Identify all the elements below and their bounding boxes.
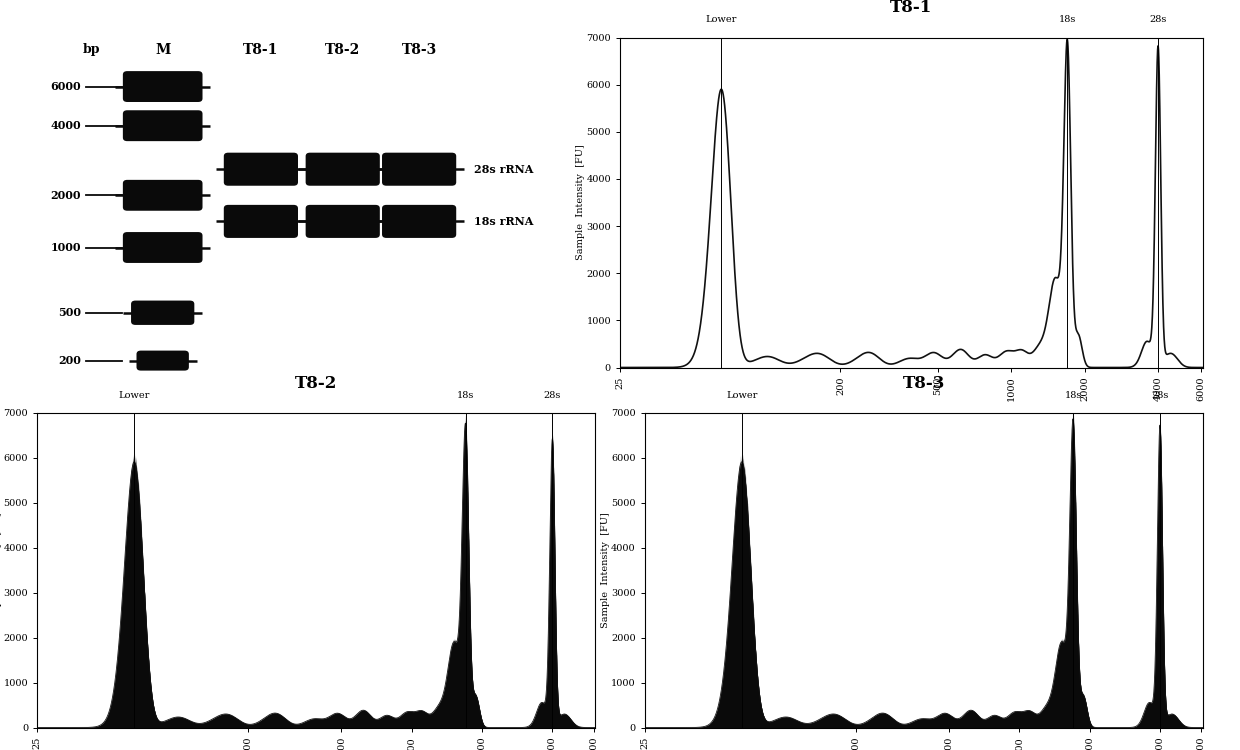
Text: Lower: Lower	[706, 15, 737, 24]
Title: T8-1: T8-1	[890, 0, 932, 16]
FancyBboxPatch shape	[123, 232, 202, 263]
FancyBboxPatch shape	[305, 205, 379, 238]
Text: T8-1: T8-1	[243, 43, 279, 57]
Text: bp: bp	[83, 43, 100, 56]
FancyBboxPatch shape	[223, 205, 298, 238]
FancyBboxPatch shape	[120, 498, 206, 522]
Text: 18s rRNA: 18s rRNA	[474, 216, 533, 227]
Text: 25: 25	[66, 505, 81, 515]
Text: 18s: 18s	[456, 391, 474, 400]
Text: T8-3: T8-3	[402, 43, 436, 57]
Text: 28s rRNA: 28s rRNA	[474, 164, 533, 175]
FancyBboxPatch shape	[377, 498, 461, 522]
Text: Lower: Lower	[119, 391, 150, 400]
FancyBboxPatch shape	[305, 153, 379, 186]
Text: 18s: 18s	[1064, 391, 1081, 400]
FancyBboxPatch shape	[123, 110, 202, 141]
Text: 200: 200	[58, 355, 81, 366]
Y-axis label: Sample  Intensity  [FU]: Sample Intensity [FU]	[600, 512, 610, 628]
FancyBboxPatch shape	[218, 498, 304, 522]
Text: 6000: 6000	[51, 81, 81, 92]
Text: 4000: 4000	[51, 120, 81, 131]
FancyBboxPatch shape	[300, 498, 386, 522]
FancyBboxPatch shape	[131, 301, 195, 325]
Text: M: M	[155, 43, 170, 57]
Y-axis label: Sample  Intensity  [FU]: Sample Intensity [FU]	[575, 145, 585, 260]
Y-axis label: Sample  Intensity  [FU]: Sample Intensity [FU]	[0, 512, 2, 628]
Title: T8-2: T8-2	[295, 374, 337, 392]
Text: 2000: 2000	[51, 190, 81, 201]
FancyBboxPatch shape	[382, 153, 456, 186]
Text: 28s: 28s	[1151, 391, 1168, 400]
FancyBboxPatch shape	[123, 180, 202, 211]
Text: Lower: Lower	[727, 391, 758, 400]
Text: T8-2: T8-2	[325, 43, 361, 57]
Title: T8-3: T8-3	[903, 374, 945, 392]
Text: 1000: 1000	[51, 242, 81, 253]
Text: 500: 500	[58, 308, 81, 318]
Text: 28s: 28s	[1149, 15, 1167, 24]
FancyBboxPatch shape	[382, 205, 456, 238]
FancyBboxPatch shape	[123, 71, 202, 102]
FancyBboxPatch shape	[136, 350, 188, 370]
FancyBboxPatch shape	[223, 153, 298, 186]
Text: 28s: 28s	[543, 391, 560, 400]
Text: 18s: 18s	[1059, 15, 1076, 24]
